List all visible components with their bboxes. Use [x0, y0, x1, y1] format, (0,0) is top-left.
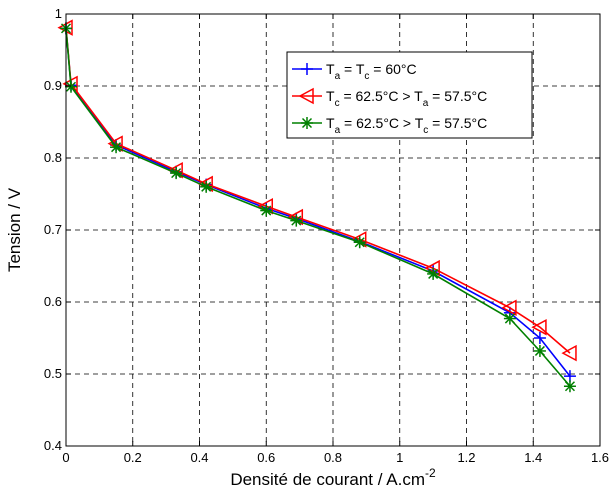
marker-stroke — [65, 81, 77, 92]
x-tick-label: 0.8 — [324, 450, 342, 465]
series-line — [65, 28, 571, 387]
data-point — [200, 180, 213, 193]
legend-box — [286, 51, 533, 139]
x-tick-label: 0.4 — [190, 450, 208, 465]
legend-text: T — [326, 61, 335, 77]
x-axis-label: Densité de courant / A.cm-2 — [230, 466, 436, 489]
x-tick-label: 0.6 — [257, 450, 275, 465]
data-point — [533, 332, 546, 344]
ticks: 0 0.2 0.4 0.6 0.8 1 1.2 1.4 1.6 0.4 0.5 0.6 0.7 0.8 0.… — [44, 6, 609, 465]
data-point — [563, 370, 576, 383]
data-point — [533, 344, 546, 357]
series-line — [65, 28, 571, 377]
legend-subscript: a — [335, 125, 341, 136]
legend-subscript: c — [335, 98, 340, 109]
legend-subscript: c — [364, 71, 369, 82]
x-tick-label: 1 — [396, 450, 403, 465]
series-layer — [57, 19, 577, 393]
series-line — [65, 27, 571, 354]
marker-stroke — [428, 268, 439, 279]
legend-item-3: Ta = 62.5°C > Tc = 57.5°C — [292, 115, 487, 136]
x-tick-label: 1.4 — [524, 450, 542, 465]
marker-stroke — [564, 381, 575, 392]
legend-item-2: Tc = 62.5°C > Ta = 57.5°C — [292, 87, 487, 109]
y-tick-label: 0.9 — [44, 78, 62, 93]
marker-stroke — [504, 313, 515, 324]
x-tick-label: 0.2 — [124, 450, 142, 465]
marker-shape — [501, 299, 517, 317]
y-tick-label: 0.6 — [44, 294, 62, 309]
legend: Ta = Tc = 60°CTc = 62.5°C > Ta = 57.5°CT… — [286, 51, 533, 139]
data-point — [531, 318, 547, 336]
legend-text: T — [326, 115, 335, 131]
x-tick-label: 0 — [62, 450, 69, 465]
y-axis-label: Tension / V — [5, 187, 24, 272]
legend-label: Tc = 62.5°C > Ta = 57.5°C — [326, 88, 487, 109]
legend-subscript: c — [423, 125, 428, 136]
data-point — [290, 214, 303, 227]
marker-stroke — [111, 142, 122, 153]
legend-subscript: a — [335, 71, 341, 82]
legend-marker — [298, 87, 314, 105]
data-point — [260, 204, 273, 217]
y-tick-label: 0.4 — [44, 438, 62, 453]
data-point — [501, 299, 517, 317]
y-tick-label: 0.7 — [44, 222, 62, 237]
data-point — [170, 167, 183, 180]
marker-shape — [531, 318, 547, 336]
y-tick-label: 0.8 — [44, 150, 62, 165]
legend-text: = 62.5°C > T — [340, 88, 424, 104]
y-tick-label: 1 — [55, 6, 62, 21]
legend-item-1: Ta = Tc = 60°C — [292, 61, 417, 82]
marker-stroke — [291, 215, 302, 226]
series-3 — [60, 22, 576, 393]
legend-text: = 60°C — [369, 61, 416, 77]
legend-subscript: a — [423, 98, 429, 109]
x-tick-label: 1.2 — [457, 450, 475, 465]
legend-label: Ta = Tc = 60°C — [326, 61, 417, 82]
data-point — [561, 344, 577, 362]
y-tick-label: 0.5 — [44, 366, 62, 381]
data-point — [503, 312, 516, 325]
data-point — [65, 80, 78, 93]
legend-marker — [301, 63, 313, 75]
data-point — [110, 141, 123, 154]
marker-stroke — [534, 345, 545, 356]
x-tick-label: 1.6 — [591, 450, 609, 465]
marker-stroke — [301, 117, 313, 129]
marker-shape — [561, 344, 577, 362]
legend-text: = T — [340, 61, 365, 77]
marker-stroke — [171, 168, 182, 179]
data-point — [563, 380, 576, 393]
marker-stroke — [201, 181, 212, 192]
legend-text: = 57.5°C — [428, 115, 487, 131]
data-point — [427, 267, 440, 280]
marker-shape — [298, 87, 314, 105]
legend-marker — [301, 117, 313, 129]
marker-stroke — [354, 237, 365, 248]
legend-text: T — [326, 88, 335, 104]
marker-stroke — [261, 205, 272, 216]
legend-text: = 62.5°C > T — [340, 115, 424, 131]
legend-text: = 57.5°C — [428, 88, 487, 104]
data-point — [353, 236, 366, 249]
legend-label: Ta = 62.5°C > Tc = 57.5°C — [326, 115, 487, 136]
